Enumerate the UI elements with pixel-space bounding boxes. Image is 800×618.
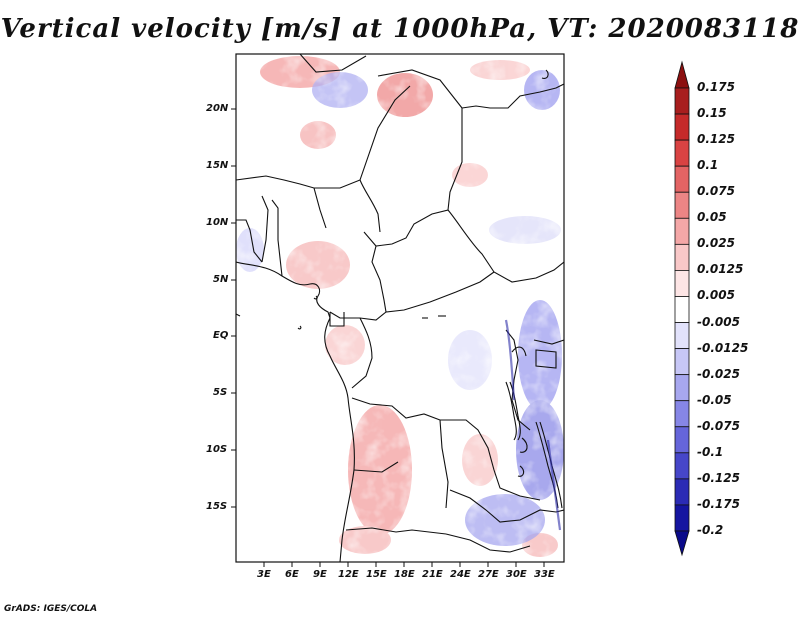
colorbar-level-label: -0.175 xyxy=(697,496,740,511)
colorbar-level-label: 0.025 xyxy=(697,236,735,251)
grads-credit: GrADS: IGES/COLA xyxy=(4,604,98,614)
colorbar-bin xyxy=(674,113,690,141)
colorbar-bin xyxy=(674,296,690,323)
lon-label-3e: 3E xyxy=(257,569,271,580)
colorbar-bin xyxy=(674,426,690,454)
country-borders xyxy=(236,54,564,562)
colorbar-level-label: -0.025 xyxy=(697,366,740,381)
map-plot-area xyxy=(236,54,564,562)
colorbar-level-label: -0.0125 xyxy=(697,340,749,355)
colorbar-bin xyxy=(674,217,690,245)
colorbar-level-label: 0.15 xyxy=(697,106,727,121)
colorbar-bin xyxy=(674,504,690,532)
colorbar-bin xyxy=(674,348,690,376)
colorbar-level-label: 0.05 xyxy=(697,210,727,225)
lon-label-21e: 21E xyxy=(422,569,443,580)
lon-ticks xyxy=(263,562,545,567)
colorbar-level-label: 0.175 xyxy=(697,80,735,94)
coastal-blue-band xyxy=(504,319,562,531)
colorbar-level-label: 0.125 xyxy=(697,132,735,147)
colorbar-bin xyxy=(674,87,690,115)
colorbar-bin xyxy=(674,452,690,480)
lon-label-15e: 15E xyxy=(366,569,387,580)
lat-label-eq: EQ xyxy=(213,330,229,341)
colorbar-bin xyxy=(674,478,690,506)
colorbar-level-label: 0.005 xyxy=(697,288,735,303)
colorbar-bin xyxy=(674,165,690,193)
lon-label-12e: 12E xyxy=(338,569,359,580)
colorbar-bin xyxy=(674,400,690,428)
lon-label-18e: 18E xyxy=(394,569,415,580)
lon-label-30e: 30E xyxy=(506,569,527,580)
colorbar-bin xyxy=(674,322,690,349)
lat-label-10s: 10S xyxy=(206,444,228,455)
colorbar-level-label: -0.1 xyxy=(697,444,724,459)
colorbar-bin xyxy=(674,374,690,402)
colorbar-level-label: -0.075 xyxy=(697,418,740,433)
lon-label-27e: 27E xyxy=(478,569,499,580)
colorbar-bin xyxy=(674,270,690,297)
colorbar-level-label: 0.0125 xyxy=(697,262,744,277)
lat-ticks xyxy=(231,108,236,508)
lat-label-5s: 5S xyxy=(213,387,228,398)
lon-label-33e: 33E xyxy=(534,569,555,580)
lat-label-15s: 15S xyxy=(206,501,228,512)
lat-label-15n: 15N xyxy=(206,160,229,171)
colorbar-level-label: 0.075 xyxy=(697,184,735,199)
colorbar-bin xyxy=(674,243,690,271)
colorbar-level-label: 0.1 xyxy=(697,158,719,173)
colorbar xyxy=(674,60,690,557)
colorbar-bottom-triangle xyxy=(674,530,690,557)
colorbar-level-label: -0.05 xyxy=(697,392,732,407)
lat-label-5n: 5N xyxy=(213,274,229,285)
colorbar-bin xyxy=(674,139,690,167)
lon-label-9e: 9E xyxy=(313,569,327,580)
colorbar-level-label: -0.005 xyxy=(697,314,740,329)
chart-title: Vertical velocity [m/s] at 1000hPa, VT: … xyxy=(0,14,800,44)
colorbar-top-triangle xyxy=(674,60,690,89)
lat-label-10n: 10N xyxy=(206,217,229,228)
lon-label-6e: 6E xyxy=(285,569,299,580)
map-frame xyxy=(235,53,565,563)
colorbar-bin xyxy=(674,191,690,219)
colorbar-level-label: -0.125 xyxy=(697,470,740,485)
lon-label-24e: 24E xyxy=(450,569,471,580)
colorbar-level-label: -0.2 xyxy=(697,523,724,537)
lat-label-20n: 20N xyxy=(206,103,229,114)
